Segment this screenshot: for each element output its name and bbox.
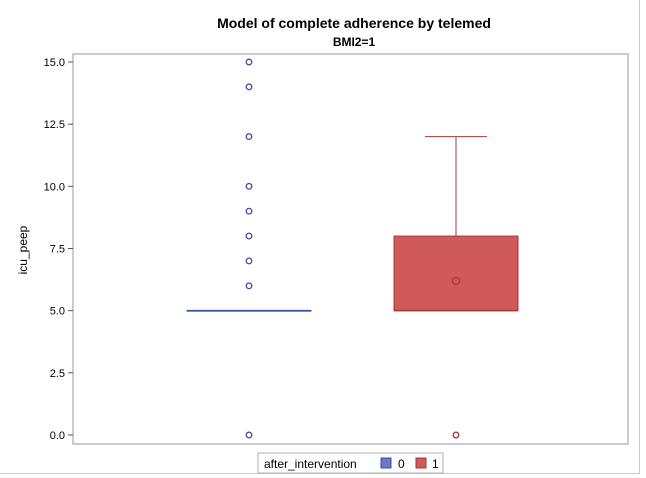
outlier-point <box>245 232 253 240</box>
y-axis-label: icu_peep <box>16 225 30 274</box>
mean-marker <box>451 276 461 285</box>
y-tick-label: 12.5 <box>44 119 65 131</box>
y-tick-label: 7.5 <box>50 244 65 256</box>
legend-swatch-1 <box>415 457 427 469</box>
box-series-group <box>186 58 519 439</box>
legend-frame <box>257 452 444 474</box>
chart-subtitle: BMI2=1 <box>333 35 376 49</box>
outlier-point <box>245 182 253 190</box>
y-tick-label: 2.5 <box>50 368 65 380</box>
box-series-0 <box>186 58 312 439</box>
y-tick-label: 15.0 <box>44 57 65 69</box>
y-tick-label: 5.0 <box>50 306 65 318</box>
legend-label-1: 1 <box>432 457 439 471</box>
outlier-point <box>245 58 253 66</box>
outlier-point <box>245 207 253 215</box>
iqr-box <box>393 235 519 312</box>
legend-title: after_intervention <box>264 457 357 471</box>
box-series-1 <box>393 136 519 439</box>
legend-label-0: 0 <box>398 457 405 471</box>
outlier-point <box>245 257 253 265</box>
y-tick-label: 0.0 <box>50 430 65 442</box>
plot-area <box>72 53 629 445</box>
outlier-point <box>245 431 253 439</box>
y-tick-label: 10.0 <box>44 181 65 193</box>
outlier-point <box>245 133 253 141</box>
outlier-point <box>245 83 253 91</box>
chart-title: Model of complete adherence by telemed <box>217 15 491 31</box>
outlier-point <box>245 282 253 290</box>
legend: after_intervention 0 1 <box>257 452 444 474</box>
y-axis: 0.0 2.5 5.0 7.5 10.0 12.5 15.0 <box>44 57 73 442</box>
outlier-point <box>452 431 460 439</box>
legend-swatch-0 <box>380 457 392 469</box>
